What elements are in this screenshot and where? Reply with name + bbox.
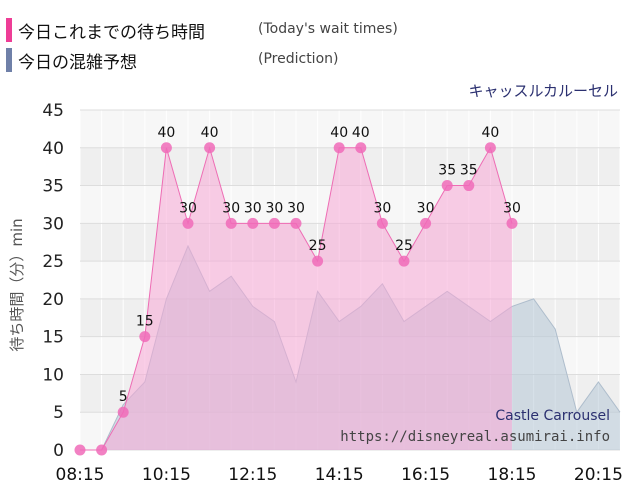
today-label-2: 5	[119, 389, 128, 405]
x-tick-1415: 14:15	[315, 465, 364, 485]
y-tick-45: 45	[42, 101, 64, 121]
today-label-8: 30	[244, 200, 262, 216]
watermark-title: Castle Carrousel	[495, 408, 610, 424]
today-point-6	[204, 142, 216, 154]
today-label-11: 25	[309, 238, 327, 254]
legend-today: 今日これまでの待ち時間	[6, 17, 205, 43]
x-tick-1215: 12:15	[228, 465, 277, 485]
today-label-6: 40	[201, 125, 219, 141]
legend-prediction-label: 今日の混雑予想	[18, 52, 137, 73]
legend-prediction-sub: (Prediction)	[258, 51, 339, 67]
legend-prediction-swatch	[6, 48, 12, 72]
legend-today-label: 今日これまでの待ち時間	[18, 22, 205, 43]
today-point-7	[225, 217, 237, 229]
today-label-16: 30	[417, 200, 435, 216]
today-point-5	[182, 217, 194, 229]
today-label-20: 30	[503, 200, 521, 216]
today-point-0	[74, 444, 86, 456]
today-point-2	[117, 406, 129, 418]
today-point-10	[290, 217, 302, 229]
y-tick-5: 5	[53, 403, 64, 423]
today-point-18	[463, 180, 475, 192]
today-point-19	[484, 142, 496, 154]
legend-prediction: 今日の混雑予想	[6, 47, 137, 73]
y-tick-20: 20	[42, 290, 64, 310]
today-label-19: 40	[481, 125, 499, 141]
today-point-15	[398, 255, 410, 267]
today-label-5: 30	[179, 200, 197, 216]
today-label-12: 40	[330, 125, 348, 141]
x-tick-0815: 08:15	[56, 465, 105, 485]
today-point-8	[247, 217, 259, 229]
y-tick-0: 0	[53, 441, 64, 461]
today-point-16	[420, 217, 432, 229]
y-tick-15: 15	[42, 328, 64, 348]
today-point-13	[355, 142, 367, 154]
x-tick-2015: 20:15	[574, 465, 623, 485]
today-label-4: 40	[157, 125, 175, 141]
today-label-18: 35	[460, 163, 478, 179]
x-tick-1615: 16:15	[401, 465, 450, 485]
today-point-11	[312, 255, 324, 267]
today-label-17: 35	[438, 163, 456, 179]
y-axis-label: 待ち時間（分）min	[8, 218, 26, 351]
x-tick-1015: 10:15	[142, 465, 191, 485]
y-tick-30: 30	[42, 214, 64, 234]
legend-today-swatch	[6, 18, 12, 42]
today-point-12	[333, 142, 345, 154]
today-label-9: 30	[265, 200, 283, 216]
y-tick-25: 25	[42, 252, 64, 272]
y-tick-35: 35	[42, 177, 64, 197]
today-label-10: 30	[287, 200, 305, 216]
legend-today-sub: (Today's wait times)	[258, 21, 398, 37]
today-label-13: 40	[352, 125, 370, 141]
today-point-3	[139, 331, 151, 343]
today-point-1	[96, 444, 108, 456]
band-8	[80, 110, 620, 148]
today-label-15: 25	[395, 238, 413, 254]
y-axis-ticks: 0 5 10 15 20 25 30 35 40 45	[42, 101, 64, 461]
today-point-14	[376, 217, 388, 229]
today-label-3: 15	[136, 314, 154, 330]
today-point-20	[506, 217, 518, 229]
today-label-7: 30	[222, 200, 240, 216]
y-tick-40: 40	[42, 139, 64, 159]
today-label-14: 30	[373, 200, 391, 216]
chart-title: キャッスルカルーセル	[468, 82, 618, 100]
y-tick-10: 10	[42, 365, 64, 385]
x-axis-ticks: 08:15 10:15 12:15 14:15 16:15 18:15 20:15	[56, 465, 623, 485]
x-tick-1815: 18:15	[488, 465, 537, 485]
today-point-4	[160, 142, 172, 154]
today-points	[74, 142, 518, 456]
today-point-9	[268, 217, 280, 229]
today-point-17	[441, 180, 453, 192]
watermark-url: https://disneyreal.asumirai.info	[340, 429, 610, 445]
